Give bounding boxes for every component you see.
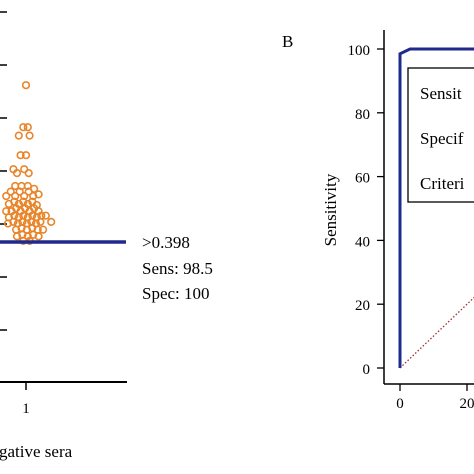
- panel-b-x-tick-label: 20: [460, 396, 474, 412]
- data-point: [34, 190, 43, 199]
- roc-legend-box: [407, 67, 474, 203]
- data-point: [9, 217, 18, 226]
- panel-b-y-tick-label: 0: [363, 362, 371, 378]
- data-point: [20, 191, 29, 201]
- panel-b-y-tick-label: 100: [348, 43, 371, 59]
- panel-a-x-axis-label: gative sera: [0, 442, 73, 461]
- data-point: [25, 131, 34, 140]
- cutoff-criterion: >0.398: [142, 233, 190, 252]
- panel-b-y-tick-label: 20: [355, 298, 370, 314]
- data-point: [23, 123, 32, 132]
- reference-diagonal: [399, 296, 474, 369]
- data-point: [14, 131, 23, 140]
- panel-b-label: B: [282, 32, 293, 51]
- panel-a-x-tick-label: 1: [22, 401, 30, 417]
- data-point: [12, 169, 22, 178]
- data-point: [34, 232, 43, 241]
- panel-b-x-ticks: 0 20: [396, 384, 474, 412]
- panel-b: B Sensitivity 0 20 40 60 80 100 0 20 Sensit Sp…: [282, 30, 474, 412]
- roc-legend-specificity: Specif: [420, 129, 464, 148]
- data-point: [19, 123, 28, 132]
- data-point: [38, 225, 48, 234]
- data-point: [15, 187, 24, 196]
- data-point: [2, 191, 11, 201]
- data-point: [11, 191, 20, 201]
- roc-legend-sensitivity: Sensit: [420, 84, 462, 103]
- data-point: [21, 151, 31, 160]
- data-point: [16, 151, 25, 160]
- panel-b-y-tick-label: 80: [355, 107, 370, 123]
- roc-legend-criterion: Criteri: [420, 174, 465, 193]
- roc-curve: [398, 47, 474, 368]
- data-point: [24, 187, 33, 196]
- cutoff-specificity: Spec: 100: [142, 284, 210, 303]
- cutoff-sensitivity: Sens: 98.5: [142, 259, 213, 278]
- data-point: [24, 169, 33, 178]
- data-point: [41, 211, 50, 220]
- panel-a-points: [2, 81, 56, 245]
- panel-b-y-tick-label: 40: [355, 234, 370, 250]
- panel-b-x-tick-label: 0: [396, 396, 404, 412]
- panel-b-y-axis-label: Sensitivity: [321, 173, 340, 246]
- data-point: [21, 81, 31, 90]
- data-point: [6, 187, 15, 196]
- panel-b-y-tick-label: 60: [355, 171, 370, 187]
- data-point: [36, 217, 45, 226]
- data-point: [47, 217, 56, 226]
- panel-a-y-ticks: [0, 11, 7, 331]
- data-point: [23, 181, 32, 191]
- panel-b-y-ticks: 0 20 40 60 80 100: [348, 43, 384, 378]
- panel-a: 1 gative sera >0.398 Sens: 98.5 Spec: 10…: [0, 11, 213, 461]
